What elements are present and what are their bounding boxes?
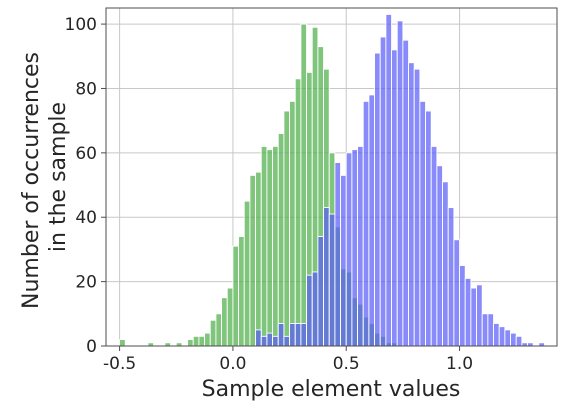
x-tick-label: 1.0	[446, 354, 473, 374]
histogram-bar	[442, 181, 449, 347]
histogram-bar	[402, 39, 410, 347]
histogram-bar	[515, 335, 523, 347]
x-axis-label: Sample element values	[202, 377, 461, 402]
x-tick-label: 0.5	[333, 354, 360, 374]
histogram-bar	[255, 171, 262, 347]
y-axis-label: Number of occurrences in the sample	[19, 45, 71, 309]
histogram-bar	[215, 313, 223, 347]
y-tick-label: 20	[75, 273, 97, 293]
histogram-bar	[272, 335, 279, 347]
histogram-bar	[379, 36, 387, 347]
histogram-bar	[340, 174, 347, 347]
histogram-bar	[362, 100, 370, 347]
histogram-bar	[260, 145, 268, 347]
histogram-bar	[283, 110, 291, 347]
histogram-bar	[294, 78, 302, 347]
histogram-bar	[317, 236, 325, 347]
histogram-bar	[272, 145, 279, 347]
histogram-bar	[323, 207, 330, 347]
histogram-bar	[204, 332, 211, 347]
histogram-bar	[283, 335, 291, 347]
histogram-bar	[289, 323, 296, 347]
histogram-bar	[300, 23, 308, 347]
histogram-bar	[487, 313, 494, 347]
histogram-bar	[391, 49, 398, 347]
histogram-bar	[266, 332, 274, 347]
histogram-bar	[385, 13, 393, 347]
histogram-bar	[345, 152, 353, 347]
histogram-bar	[300, 323, 308, 347]
histogram-bar	[192, 335, 200, 347]
histogram-bar	[510, 332, 517, 347]
histogram-bar	[255, 329, 262, 347]
histogram-bar	[498, 326, 506, 347]
x-tick-label: -0.5	[103, 354, 136, 374]
histogram-bar	[277, 133, 285, 347]
histogram-bar	[447, 207, 455, 347]
histogram-bar	[119, 339, 126, 347]
histogram-bar	[481, 313, 489, 347]
histogram-bar	[249, 174, 257, 347]
histogram-bar	[289, 100, 296, 347]
histogram-bar	[311, 271, 319, 347]
histogram-bar	[357, 145, 364, 347]
y-tick-label: 40	[75, 208, 97, 228]
histogram-bar	[453, 239, 460, 347]
y-tick-label: 60	[75, 144, 97, 164]
histogram-bar	[294, 323, 302, 347]
histogram-bar	[226, 287, 234, 347]
histogram-bar	[198, 335, 206, 347]
histogram-bar	[238, 236, 245, 347]
histogram-bar	[260, 335, 268, 347]
histogram-bar	[374, 52, 381, 347]
y-tick-label: 0	[86, 337, 97, 357]
histogram-bar	[209, 319, 217, 347]
histogram-bar	[493, 323, 500, 347]
histogram-bar	[232, 245, 240, 347]
y-tick-label: 80	[75, 79, 97, 99]
histogram-bar	[328, 213, 336, 347]
x-tick-label: 0.0	[219, 354, 246, 374]
histogram-bar	[351, 149, 359, 347]
histogram-bar	[425, 110, 432, 347]
histogram-bar	[413, 68, 421, 347]
histogram-bar	[464, 277, 472, 347]
histogram-bar	[408, 62, 415, 347]
histogram-bar	[430, 145, 438, 347]
histogram-bar	[243, 200, 251, 347]
y-tick-label: 100	[65, 15, 97, 35]
histogram-bar	[306, 274, 313, 347]
histogram-bar	[277, 323, 285, 347]
histogram-bar	[476, 284, 483, 347]
histogram-bar	[470, 287, 477, 347]
histogram-bar	[266, 149, 274, 347]
histogram-bar	[396, 20, 404, 347]
histogram-bar	[419, 100, 427, 347]
histogram-bar	[504, 329, 511, 347]
y-axis-label-line-1: Number of occurrences	[19, 52, 44, 309]
y-axis-label-line-2: in the sample	[46, 102, 71, 252]
histogram-bar	[334, 162, 342, 347]
histogram-bar	[368, 94, 376, 347]
plot-frame	[105, 7, 558, 347]
histogram-bar	[221, 297, 228, 347]
histogram-bar	[187, 339, 194, 347]
histogram-bar	[459, 265, 466, 347]
axis-ticks: -0.5 0.0 0.5 1.0 0 20 40 60 80 100	[65, 15, 474, 374]
histogram-bar	[436, 165, 444, 347]
